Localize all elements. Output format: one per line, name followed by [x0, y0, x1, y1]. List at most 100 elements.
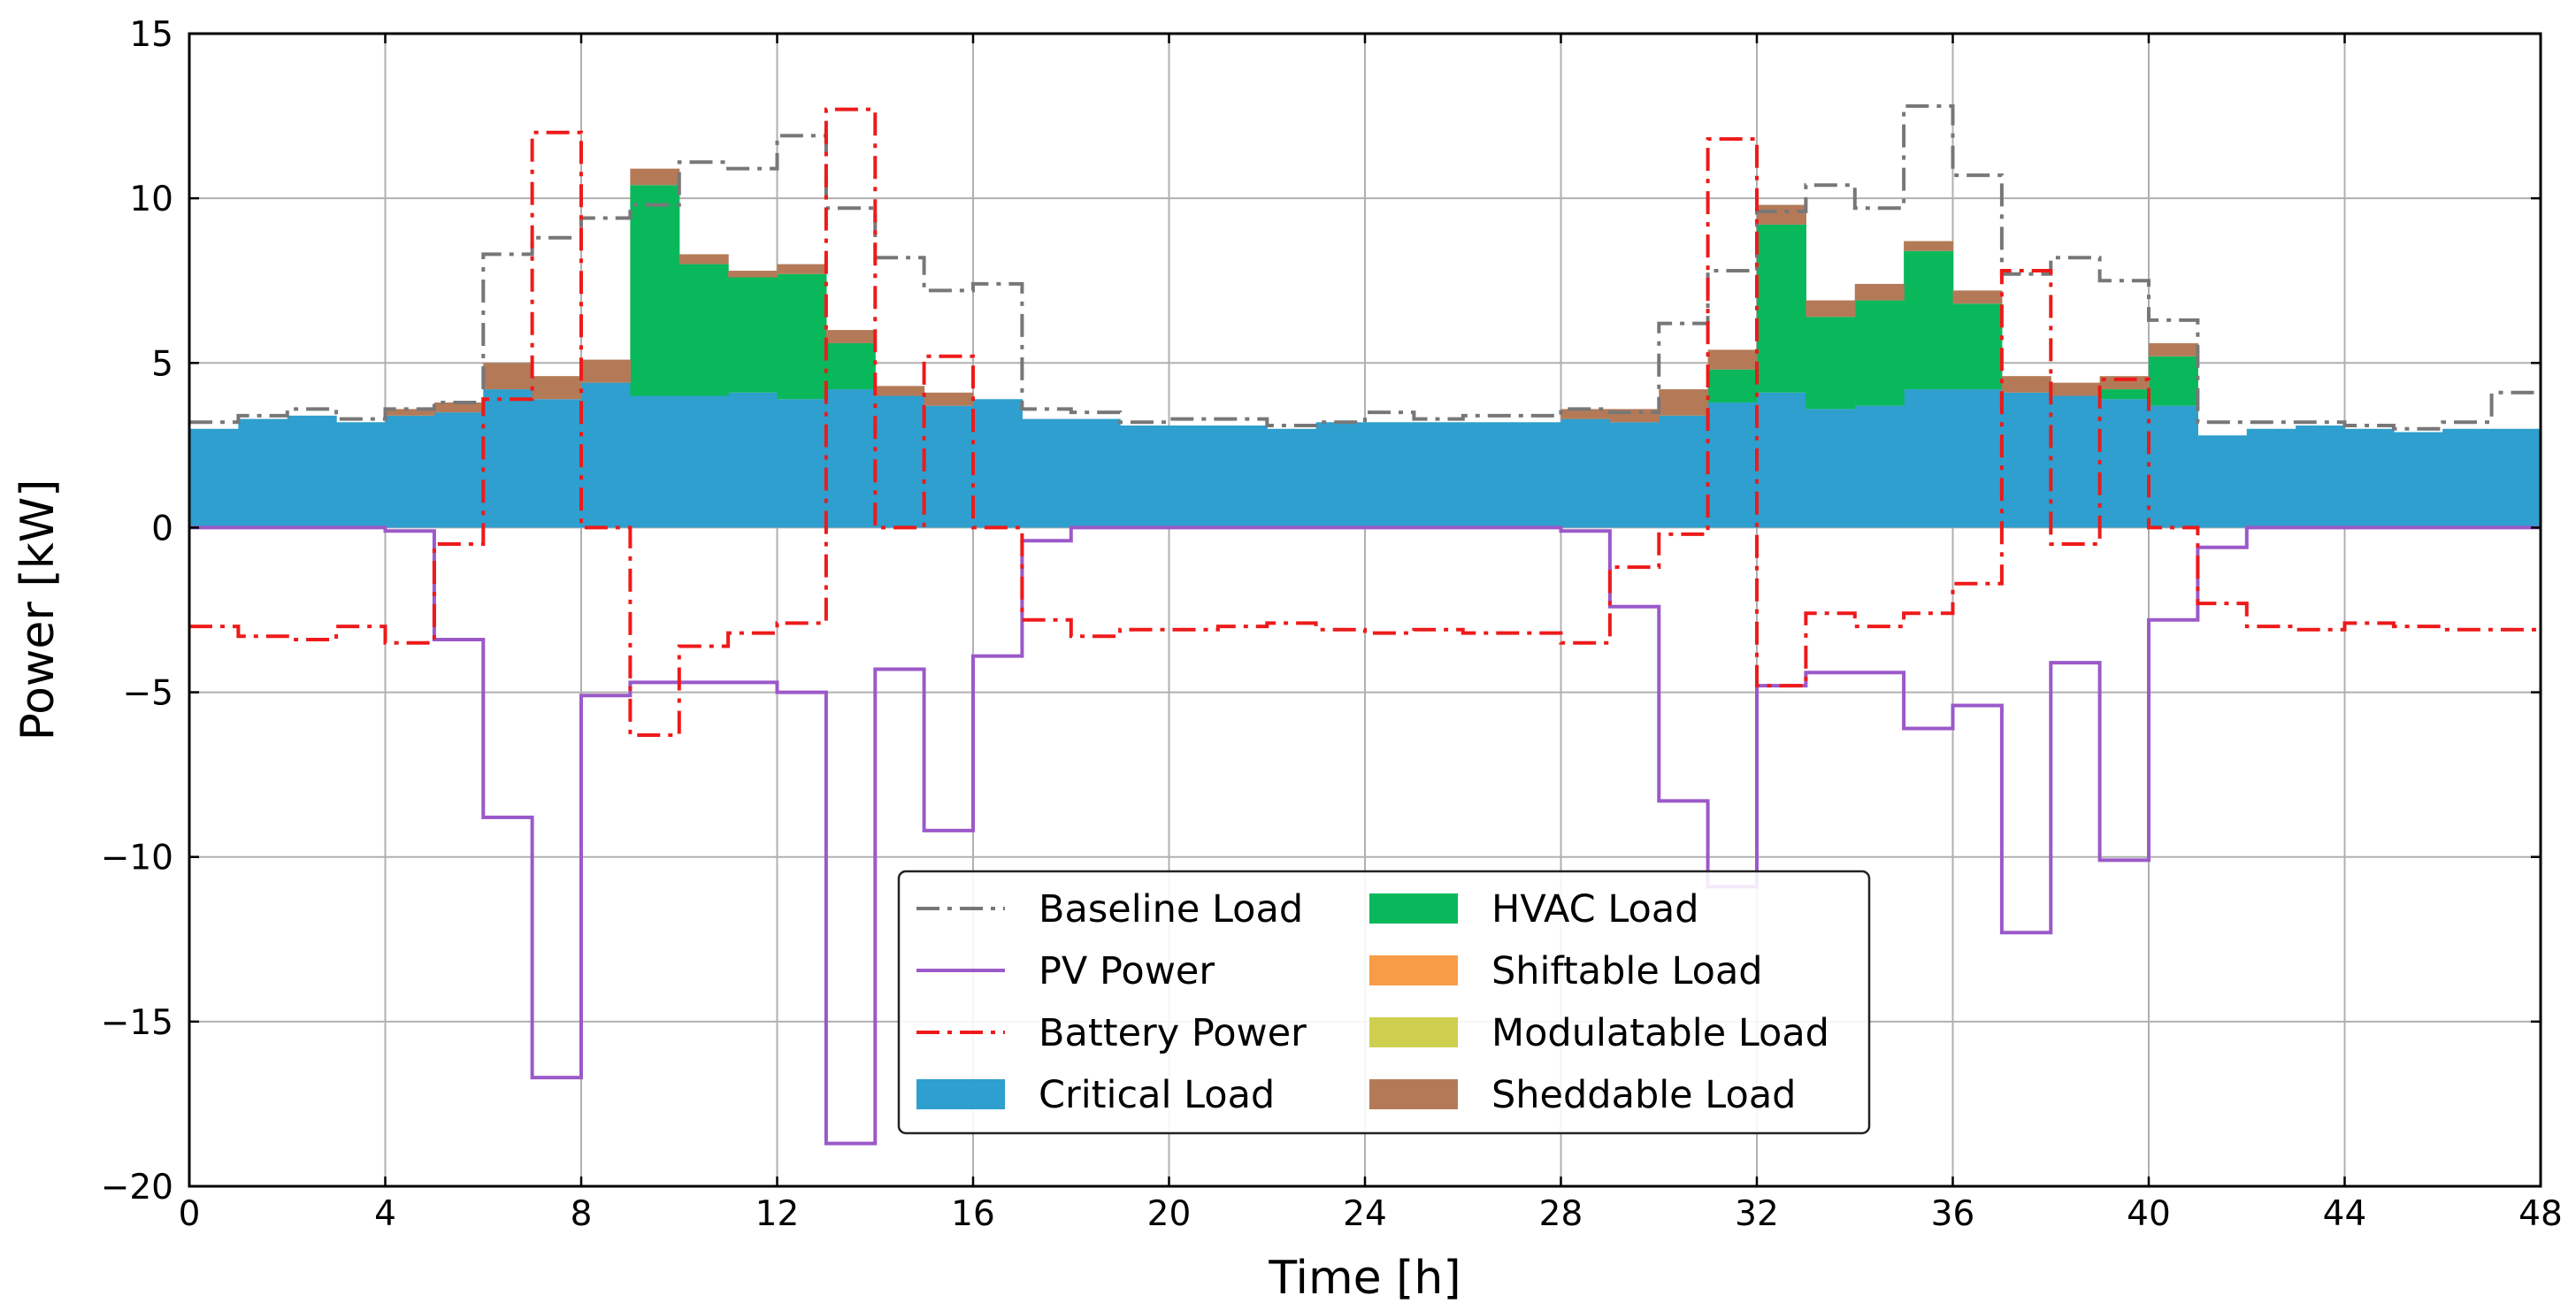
- y-tick-label: 0: [151, 509, 173, 548]
- x-tick-label: 40: [2127, 1194, 2171, 1234]
- x-tick-label: 28: [1539, 1194, 1583, 1234]
- critical-load-bar: [1315, 422, 1366, 528]
- critical-load-bar: [1707, 402, 1758, 528]
- critical-load-bar: [1169, 426, 1219, 528]
- critical-load-bar: [1120, 426, 1170, 528]
- hvac-load-bar: [728, 277, 778, 393]
- critical-load-bar: [1806, 409, 1856, 528]
- legend: Baseline Load PV Power Battery Power Critic…: [897, 870, 1871, 1135]
- critical-load-bar: [1022, 418, 1072, 528]
- critical-load-bar: [728, 392, 778, 528]
- hvac-load-bar: [825, 342, 876, 390]
- sheddable-load-bar: [1952, 290, 2003, 304]
- critical-load-bar: [2099, 399, 2150, 528]
- critical-load-bar: [630, 395, 680, 528]
- sheddable-load-bar: [532, 376, 582, 400]
- hvac-load-bar: [1757, 224, 1806, 393]
- critical-load-bar: [1952, 389, 2003, 528]
- hvac-load-bar: [1707, 369, 1758, 402]
- hvac-load-bar: [1952, 303, 2003, 390]
- sheddable-load-bar: [777, 264, 827, 274]
- sheddable-load-bar: [1854, 283, 1905, 301]
- critical-load-bar: [1267, 428, 1317, 528]
- legend-modulatable-load-swatch: [1369, 1017, 1458, 1047]
- legend-box: [897, 870, 1871, 1135]
- sheddable-load-bar: [1659, 389, 1709, 416]
- critical-load-bar: [1365, 422, 1414, 528]
- critical-load-bar: [189, 428, 239, 528]
- hvac-load-bar: [1854, 300, 1905, 406]
- y-tick-label: −15: [101, 1003, 173, 1043]
- critical-load-bar: [2149, 405, 2198, 528]
- x-tick-label: 48: [2518, 1194, 2563, 1234]
- critical-load-bar: [1462, 422, 1513, 528]
- critical-load-bar: [875, 395, 925, 528]
- sheddable-load-bar: [385, 409, 435, 416]
- critical-load-bar: [433, 412, 484, 528]
- hvac-load-bar: [630, 185, 680, 396]
- critical-load-bar: [532, 399, 582, 528]
- sheddable-load-bar: [1757, 204, 1806, 225]
- y-tick-label: −20: [101, 1168, 173, 1208]
- sheddable-load-bar: [875, 386, 925, 396]
- critical-load-bar: [287, 415, 337, 528]
- legend-sheddable-load-label: Sheddable Load: [1491, 1073, 1796, 1117]
- y-tick-label: 5: [151, 344, 173, 384]
- critical-load-bar: [1854, 405, 1905, 528]
- sheddable-load-bar: [2099, 376, 2150, 390]
- y-tick-label: −5: [123, 674, 174, 714]
- critical-load-bar: [2197, 435, 2248, 528]
- critical-load-bar: [2246, 428, 2296, 528]
- legend-modulatable-load-label: Modulatable Load: [1491, 1011, 1829, 1055]
- legend-battery-power-label: Battery Power: [1039, 1011, 1307, 1055]
- sheddable-load-bar: [1707, 349, 1758, 370]
- legend-pv-power-label: PV Power: [1039, 949, 1215, 993]
- stacked-load-areas: [189, 168, 2542, 528]
- critical-load-bar: [1512, 422, 1562, 528]
- battery-power-line: [189, 107, 2541, 737]
- sheddable-load-bar: [1560, 409, 1611, 419]
- critical-load-bar: [336, 422, 387, 528]
- critical-load-bar: [238, 418, 288, 528]
- sheddable-load-bar: [728, 271, 778, 278]
- legend-shiftable-load-label: Shiftable Load: [1491, 949, 1763, 993]
- sheddable-load-bar: [2149, 342, 2198, 356]
- baseline-load-line: [189, 104, 2541, 431]
- x-tick-label: 8: [571, 1194, 593, 1234]
- x-tick-label: 20: [1147, 1194, 1192, 1234]
- pv-power-line: [189, 525, 2541, 1146]
- critical-load-bar: [1414, 422, 1464, 528]
- critical-load-bar: [1757, 392, 1806, 528]
- x-tick-label: 4: [374, 1194, 396, 1234]
- x-tick-label: 0: [179, 1194, 201, 1234]
- critical-load-bar: [777, 399, 827, 528]
- sheddable-load-bar: [1806, 300, 1856, 318]
- y-tick-label: 10: [129, 180, 173, 219]
- x-tick-label: 36: [1931, 1194, 1975, 1234]
- y-axis-title: Power [kW]: [12, 479, 65, 741]
- legend-shiftable-load-swatch: [1369, 955, 1458, 985]
- critical-load-bar: [2001, 392, 2051, 528]
- critical-load-bar: [2442, 428, 2493, 528]
- legend-critical-load-swatch: [916, 1079, 1005, 1109]
- sheddable-load-bar: [433, 402, 484, 413]
- x-tick-label: 32: [1735, 1194, 1779, 1234]
- critical-load-bar: [2393, 432, 2443, 528]
- hvac-load-bar: [2149, 356, 2198, 406]
- critical-load-bar: [1904, 389, 1954, 528]
- critical-load-bar: [2296, 426, 2346, 528]
- legend-baseline-load-label: Baseline Load: [1039, 887, 1303, 932]
- critical-load-bar: [1070, 418, 1121, 528]
- critical-load-bar: [973, 399, 1023, 528]
- critical-load-bar: [825, 389, 876, 528]
- sheddable-load-bar: [581, 359, 631, 383]
- hvac-load-bar: [1904, 250, 1954, 390]
- critical-load-bar: [2051, 395, 2101, 528]
- sheddable-load-bar: [630, 168, 680, 186]
- critical-load-bar: [483, 389, 533, 528]
- x-axis-title: Time [h]: [1268, 1252, 1460, 1305]
- sheddable-load-bar: [483, 363, 533, 390]
- y-tick-label: 15: [129, 15, 173, 55]
- legend-sheddable-load-swatch: [1369, 1079, 1458, 1109]
